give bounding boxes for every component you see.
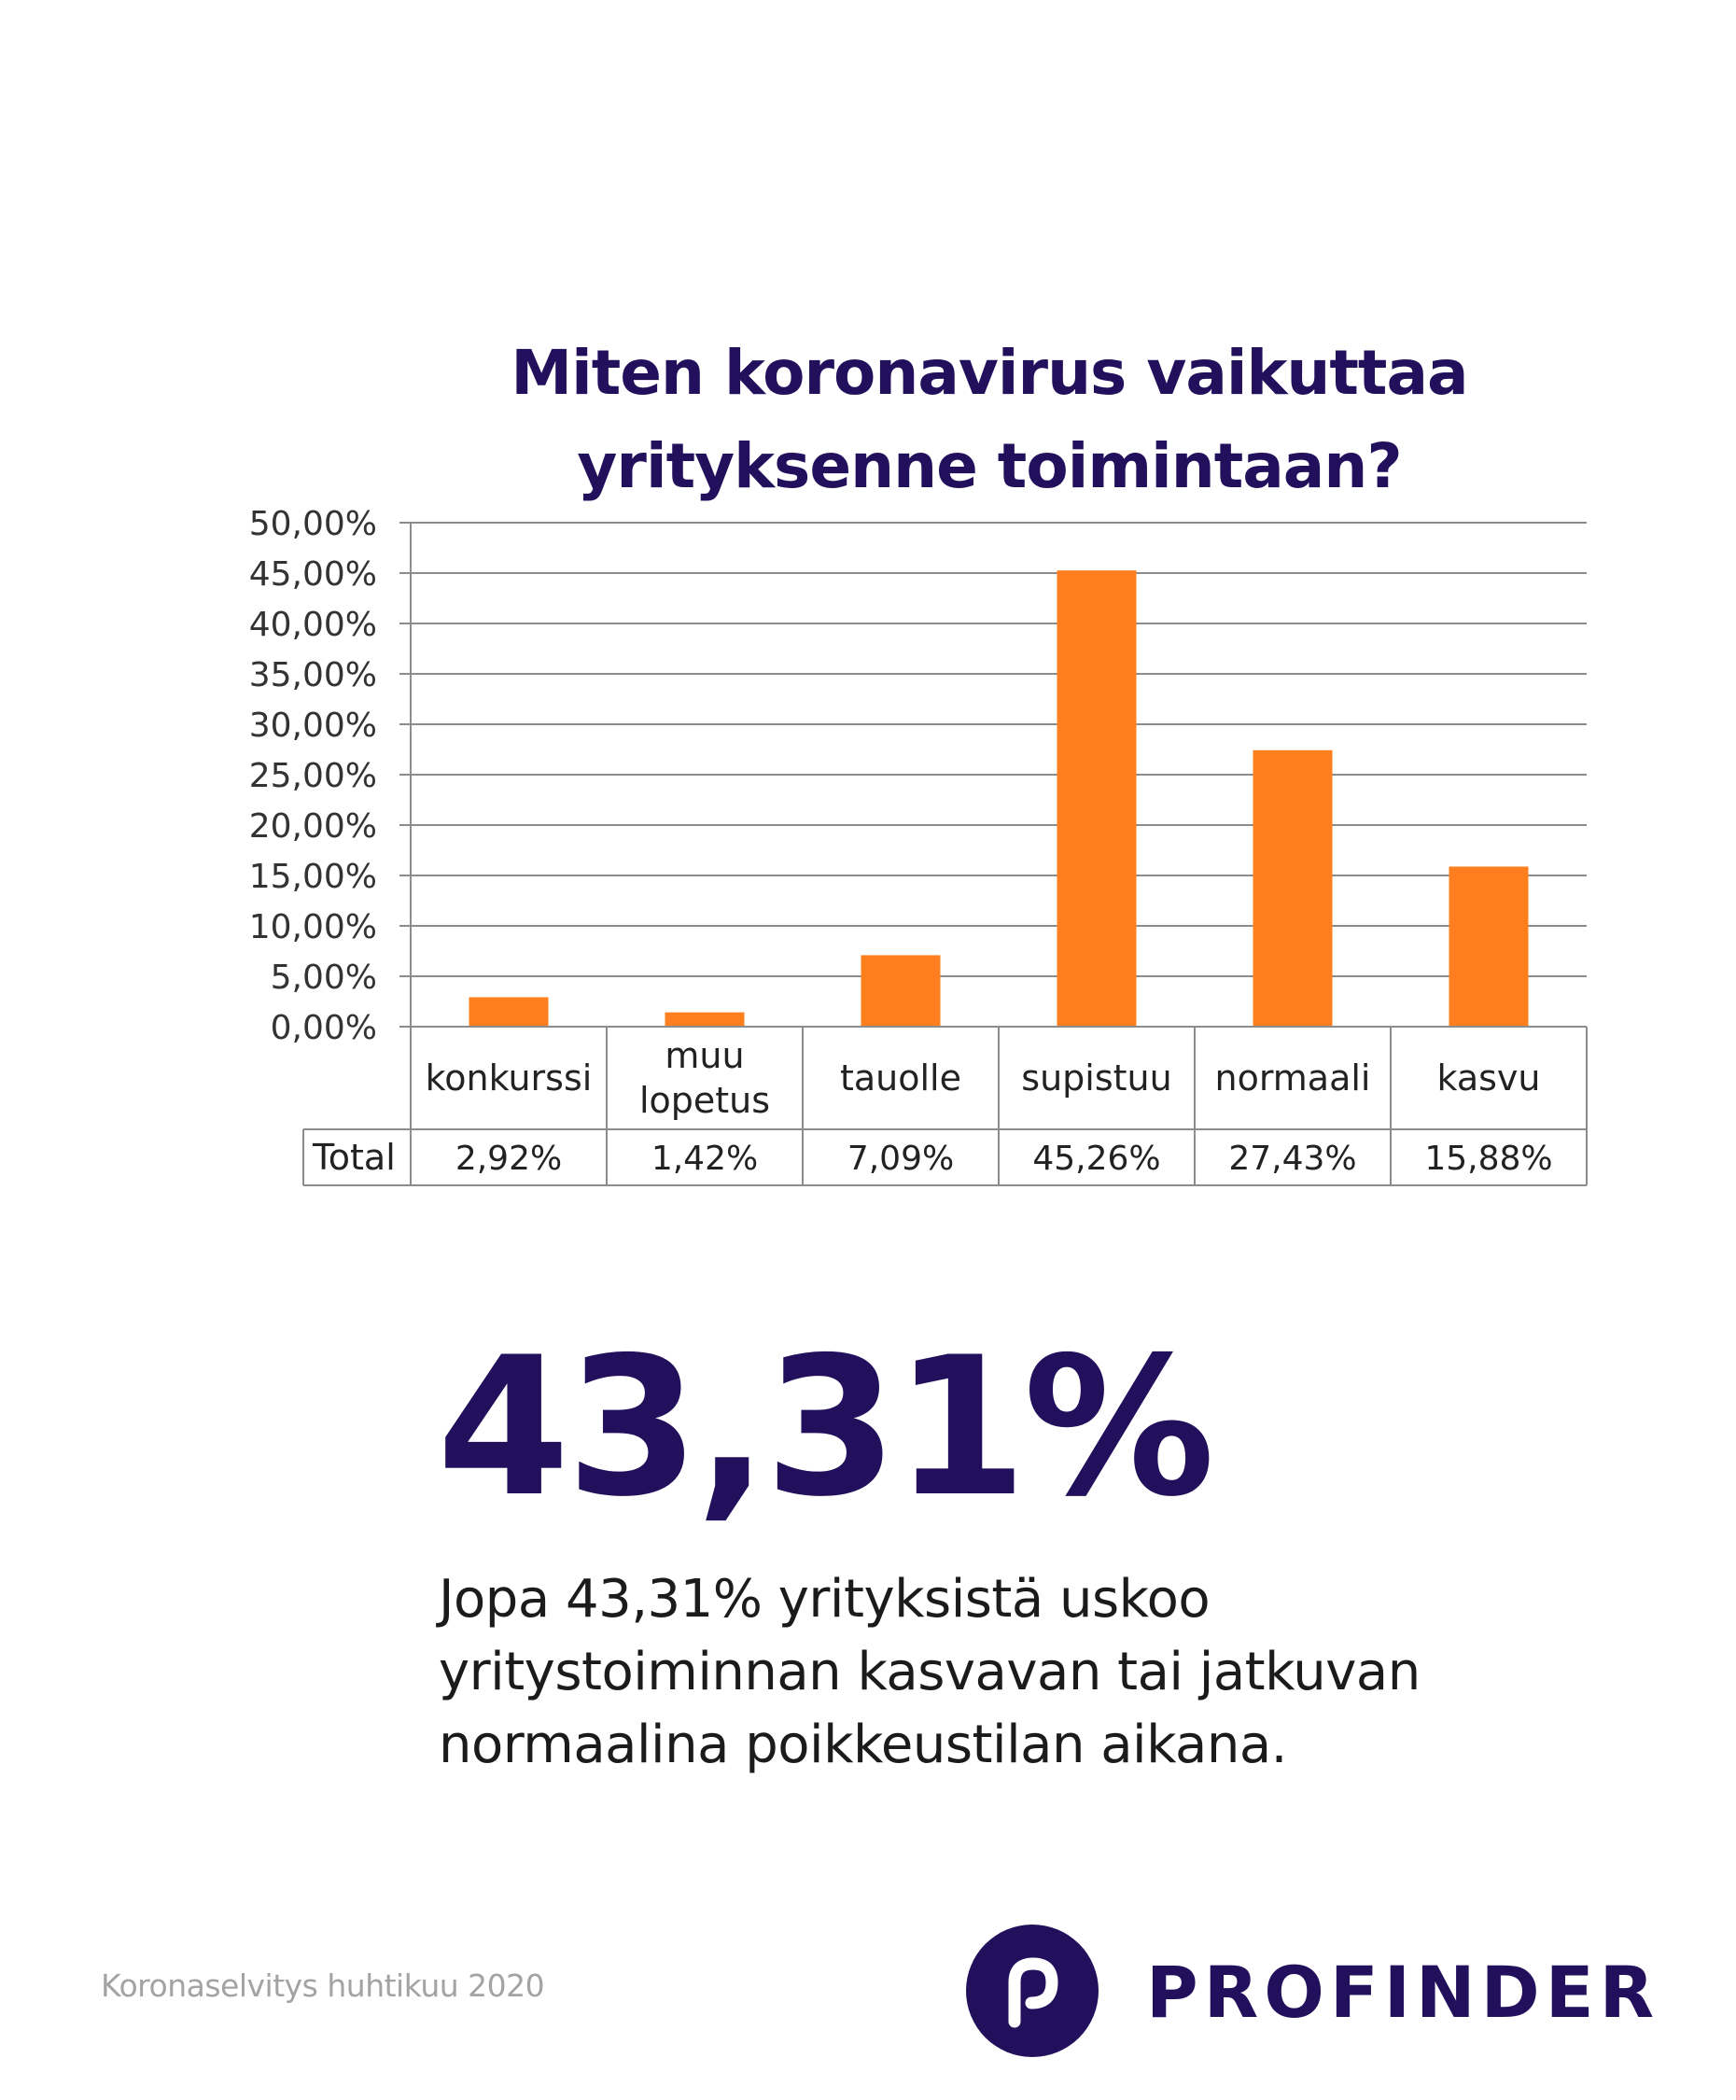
table-value-label: 45,26% <box>1032 1140 1160 1178</box>
y-tick-label: 50,00% <box>249 505 377 543</box>
category-label: normaali <box>1215 1057 1371 1099</box>
y-tick-label: 45,00% <box>249 555 377 594</box>
category-label: konkurssi <box>426 1057 593 1099</box>
table-value-label: 1,42% <box>651 1140 758 1178</box>
y-tick-label: 15,00% <box>249 858 377 896</box>
category-label: kasvu <box>1437 1057 1541 1099</box>
bar <box>1057 570 1137 1027</box>
chart-title-line-1: Miten koronavirus vaikuttaa <box>511 337 1468 409</box>
brand-name: PROFINDER <box>1146 1951 1660 2034</box>
description-line-2: yritystoiminnan kasvavan tai jatkuvan <box>439 1642 1421 1702</box>
category-label: muu <box>665 1035 744 1076</box>
category-label: tauolle <box>840 1057 961 1099</box>
bar <box>861 955 941 1027</box>
bar <box>1253 749 1333 1027</box>
description-line-1: Jopa 43,31% yrityksistä uskoo <box>439 1569 1211 1630</box>
description-line-3: normaalina poikkeustilan aikana. <box>439 1715 1287 1775</box>
highlight-value: 43,31% <box>437 1317 1215 1539</box>
y-tick-label: 40,00% <box>249 606 377 644</box>
bar <box>1449 866 1529 1027</box>
y-tick-label: 35,00% <box>249 656 377 694</box>
survey-source-note: Koronaselvitys huhtikuu 2020 <box>101 1967 545 2004</box>
y-tick-label: 25,00% <box>249 757 377 795</box>
y-tick-label: 5,00% <box>271 959 377 997</box>
bar <box>665 1012 745 1027</box>
y-tick-label: 0,00% <box>271 1009 377 1047</box>
bar <box>469 997 549 1027</box>
highlight-description: Jopa 43,31% yrityksistä uskoo yritystoim… <box>439 1563 1512 1782</box>
category-label: supistuu <box>1021 1057 1171 1099</box>
y-tick-label: 30,00% <box>249 707 377 745</box>
table-value-label: 2,92% <box>455 1140 562 1178</box>
table-value-label: 7,09% <box>847 1140 954 1178</box>
chart-title-line-2: yrityksenne toimintaan? <box>577 430 1402 502</box>
table-series-label: Total <box>312 1137 396 1178</box>
bar-chart: 0,00% 5,00% 10,00% 15,00% 20,00% 25,00% 30,00%… <box>249 505 1588 1186</box>
y-tick-label: 20,00% <box>249 807 377 846</box>
table-value-label: 15,88% <box>1424 1140 1552 1178</box>
y-tick-label: 10,00% <box>249 908 377 946</box>
profinder-logo-icon <box>966 1925 1099 2057</box>
chart-title: Miten koronavirus vaikuttaa yrityksenne … <box>392 327 1587 513</box>
category-label: lopetus <box>639 1080 770 1121</box>
table-value-label: 27,43% <box>1228 1140 1356 1178</box>
